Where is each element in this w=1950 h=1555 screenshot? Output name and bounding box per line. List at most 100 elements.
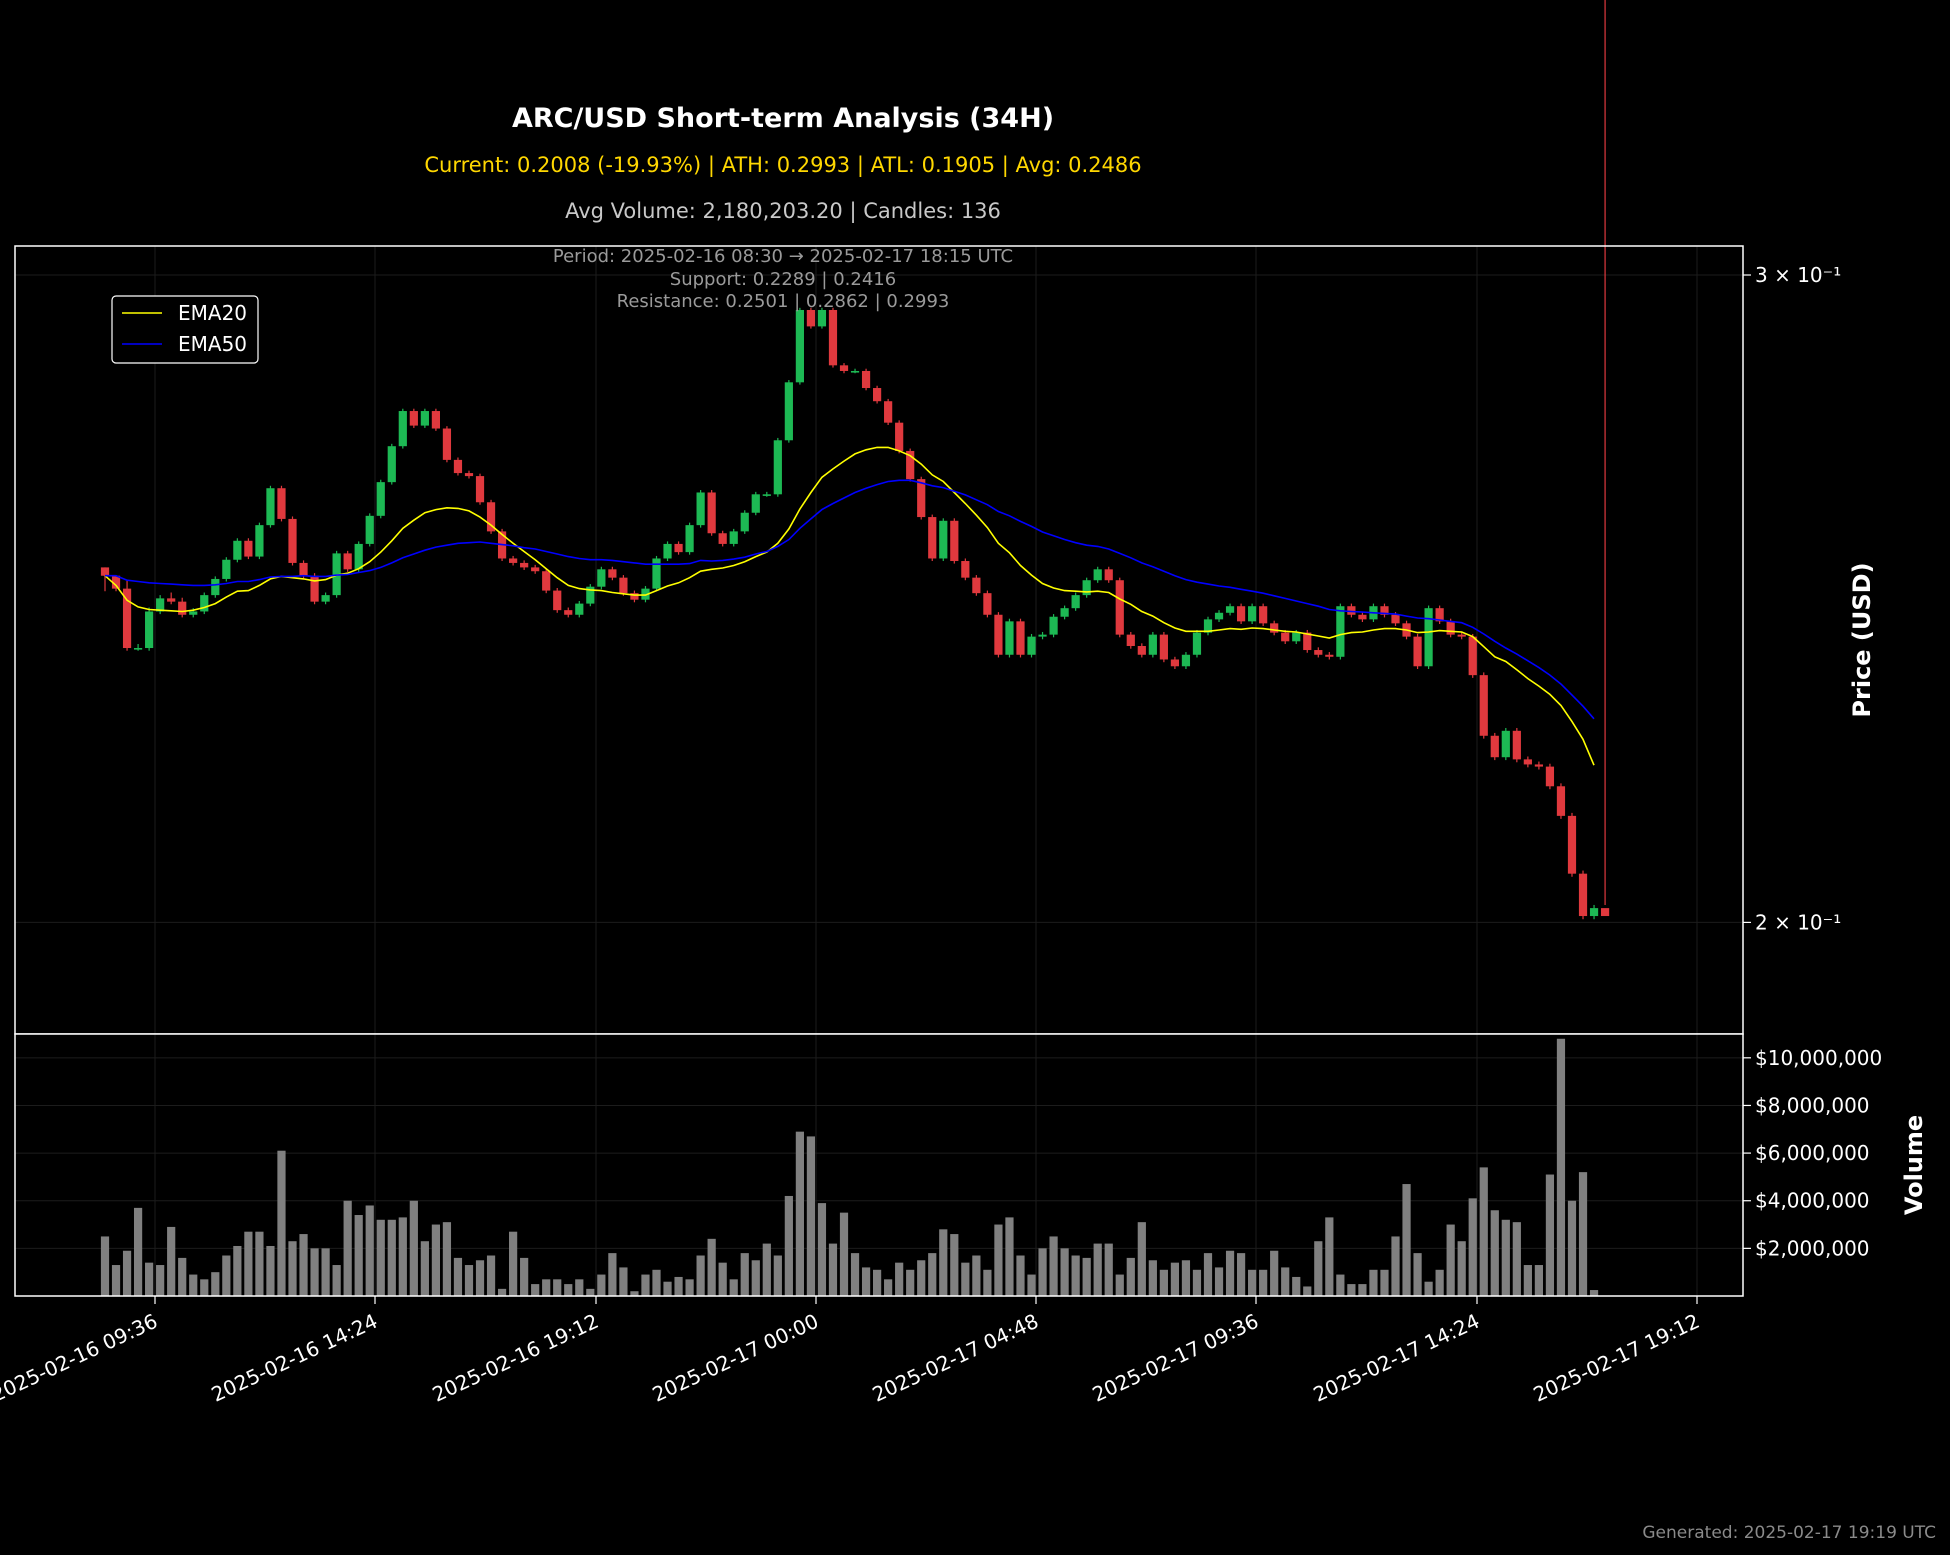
candle — [906, 448, 915, 482]
candle — [1578, 870, 1588, 920]
volume-bar — [950, 1234, 959, 1296]
candle-body-up — [663, 543, 672, 559]
volume-bar — [817, 1203, 827, 1296]
volume-bar — [1049, 1236, 1058, 1296]
volume-bar — [343, 1200, 352, 1296]
candle — [663, 541, 672, 562]
candle — [1468, 633, 1477, 678]
candle — [1545, 763, 1555, 790]
candle-body-up — [145, 611, 154, 649]
volume-bar — [299, 1234, 308, 1296]
candle-body-down — [1534, 764, 1543, 767]
candle — [100, 567, 110, 592]
volume-tick-label: $8,000,000 — [1755, 1093, 1870, 1117]
candle — [486, 499, 496, 534]
candle-body-up — [420, 411, 429, 426]
candle — [1567, 812, 1577, 877]
volume-bar — [674, 1276, 683, 1296]
candle-body-down — [1523, 759, 1532, 765]
candle-body-up — [795, 309, 804, 383]
candle-body-down — [1446, 621, 1455, 635]
candle-body-up — [817, 309, 827, 327]
volume-bar — [1435, 1269, 1444, 1296]
candle — [1060, 605, 1069, 620]
volume-bar — [1380, 1269, 1389, 1296]
candle-body-up — [652, 558, 661, 589]
candle — [111, 575, 121, 592]
volume-grid — [15, 1034, 1743, 1296]
x-tick-label: 2025-02-17 00:00 — [649, 1309, 822, 1407]
volume-bar — [387, 1219, 396, 1296]
volume-bar — [122, 1250, 132, 1296]
stats-subtitle: Current: 0.2008 (-19.93%) | ATH: 0.2993 … — [424, 153, 1141, 178]
candle-body-up — [233, 540, 242, 560]
candle — [1281, 629, 1290, 644]
volume-bar — [1170, 1262, 1180, 1296]
candle — [575, 600, 584, 618]
volume-bar — [145, 1262, 154, 1296]
price-axis-ticks: 3 × 10⁻¹ 2 × 10⁻¹ — [1743, 263, 1841, 934]
candle-body-down — [994, 614, 1003, 655]
period-info: Period: 2025-02-16 08:30 → 2025-02-17 18… — [553, 246, 1013, 267]
candle — [255, 522, 264, 560]
x-tick-label: 2025-02-17 04:48 — [869, 1309, 1042, 1407]
volume-bar — [354, 1215, 363, 1296]
volume-bar — [1369, 1269, 1378, 1296]
candle — [1016, 618, 1025, 658]
candle — [1270, 620, 1279, 636]
candle-body-down — [122, 588, 132, 649]
candle-body-down — [895, 422, 904, 451]
volume-bar — [575, 1279, 584, 1296]
volume-bar — [861, 1267, 871, 1296]
volume-bar — [1281, 1267, 1290, 1296]
volume-bar — [1336, 1274, 1345, 1296]
ema50-line — [105, 479, 1595, 720]
candle-body-down — [464, 473, 474, 477]
x-tick-label: 2025-02-16 09:36 — [0, 1309, 161, 1407]
candle-body-up — [354, 543, 363, 570]
candle-body-down — [564, 610, 573, 615]
candle-body-down — [839, 365, 849, 371]
candle-body-down — [1457, 634, 1466, 637]
volume-bar — [211, 1272, 220, 1296]
candle — [343, 550, 352, 572]
volume-bar — [1325, 1217, 1334, 1296]
volume-bar — [531, 1284, 540, 1296]
volume-bar — [685, 1279, 694, 1296]
candle — [1181, 652, 1191, 669]
candle-body-down — [1490, 735, 1499, 758]
candle-body-up — [773, 440, 782, 495]
candle-body-down — [475, 476, 485, 503]
volume-bar — [1534, 1265, 1543, 1296]
volume-bar — [1446, 1224, 1455, 1296]
candle — [277, 485, 286, 522]
candle-body-up — [1203, 619, 1213, 633]
candle-body-up — [321, 595, 330, 602]
volume-bar — [200, 1279, 209, 1296]
volume-bar — [1358, 1284, 1367, 1296]
candle-body-up — [1248, 606, 1257, 622]
candle-body-down — [1314, 650, 1323, 655]
volume-bar — [1071, 1255, 1080, 1296]
candle — [1424, 605, 1433, 669]
candle — [762, 491, 771, 497]
candle — [751, 491, 760, 516]
candle — [1435, 605, 1444, 624]
volume-axis-ticks: $2,000,000 $4,000,000 $6,000,000 $8,000,000… — [1743, 1046, 1882, 1260]
candle — [564, 607, 573, 618]
volume-bar — [597, 1274, 606, 1296]
candle — [972, 575, 981, 596]
volume-bar — [1347, 1284, 1356, 1296]
volume-bar — [1303, 1286, 1312, 1296]
candle-body-down — [619, 577, 628, 594]
candle-body-up — [1336, 606, 1345, 657]
candle-body-down — [1115, 580, 1124, 635]
candle — [542, 568, 551, 594]
volume-bar — [1578, 1172, 1588, 1296]
volume-bar — [1159, 1269, 1168, 1296]
volume-bar — [608, 1253, 617, 1296]
volume-bar — [1038, 1248, 1047, 1296]
support-info: Support: 0.2289 | 0.2416 — [670, 269, 896, 290]
volume-bar — [939, 1229, 948, 1296]
volume-bar — [398, 1217, 407, 1296]
